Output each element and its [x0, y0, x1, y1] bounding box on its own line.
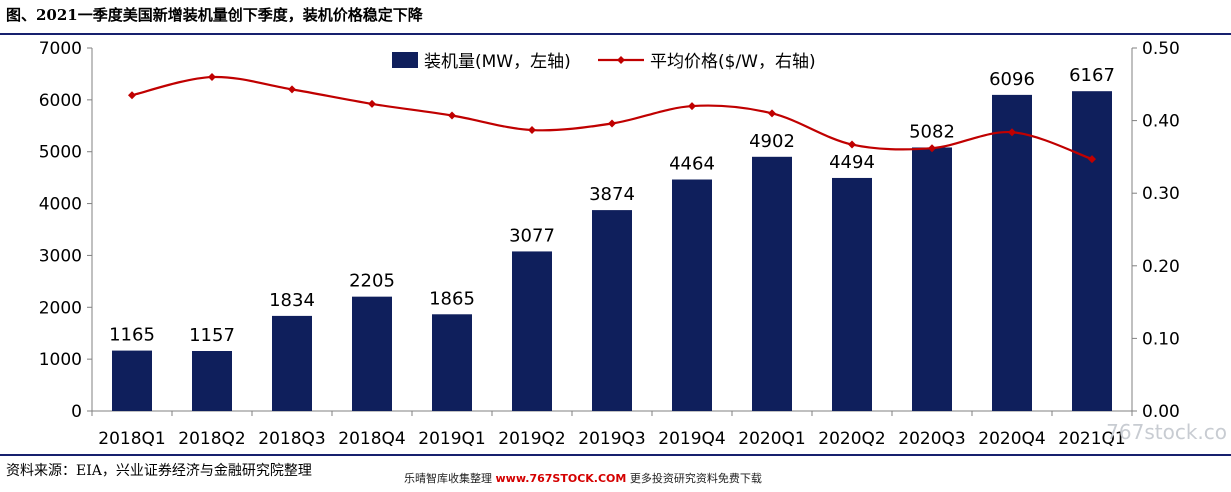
price-marker-2018Q2: [208, 73, 216, 82]
left-tick-label: 6000: [39, 91, 82, 111]
bar-2020Q3: [912, 147, 952, 411]
watermark-suffix: 更多投资研究资料免费下载: [629, 472, 762, 485]
right-tick-label: 0.40: [1142, 112, 1180, 132]
bar-2021Q1: [1072, 91, 1112, 412]
x-tick-label: 2019Q3: [578, 429, 645, 449]
right-tick-label: 0.50: [1142, 39, 1180, 59]
bar-value-label: 1165: [109, 325, 155, 346]
price-marker-2020Q3: [928, 144, 936, 153]
bar-2018Q2: [192, 351, 232, 411]
x-tick-label: 2018Q3: [258, 429, 325, 449]
labels-layer: 1165 1157 1834 2205 1865 3077 3874 4464 4902 4494…: [109, 65, 1115, 346]
x-tick-label: 2019Q1: [418, 429, 485, 449]
bar-2018Q3: [272, 315, 312, 411]
bar-2020Q4: [992, 94, 1032, 412]
left-tick-label: 1000: [39, 350, 82, 370]
right-tick-label: 0.00: [1142, 402, 1180, 422]
bar-value-label: 5082: [909, 121, 955, 142]
x-tick-label: 2020Q2: [818, 429, 885, 449]
bar-value-label: 1865: [429, 288, 475, 309]
legend-line-label: 平均价格($/W，右轴): [650, 52, 816, 72]
bar-value-label: 4902: [749, 131, 795, 152]
legend-line-marker: [617, 56, 625, 64]
bar-value-label: 3874: [589, 184, 635, 205]
bars-layer: [112, 91, 1112, 412]
bar-2019Q1: [432, 314, 472, 411]
x-tick-label: 2018Q2: [178, 429, 245, 449]
left-tick-label: 4000: [39, 195, 82, 215]
bar-value-label: 6167: [1069, 65, 1115, 86]
watermark-site: www.767STOCK.COM: [495, 472, 627, 485]
bar-value-label: 1157: [189, 325, 235, 346]
bar-2019Q3: [592, 210, 632, 411]
source-note: 资料来源：EIA，兴业证券经济与金融研究院整理: [6, 463, 312, 479]
price-marker-2020Q1: [768, 109, 776, 118]
right-tick-label: 0.10: [1142, 329, 1180, 349]
bar-2020Q2: [832, 177, 872, 411]
left-tick-label: 5000: [39, 143, 82, 163]
price-marker-2021Q1: [1088, 155, 1096, 164]
x-tick-label: 2020Q4: [978, 429, 1045, 449]
left-tick-label: 7000: [39, 39, 82, 59]
price-marker-2019Q2: [528, 126, 536, 135]
bar-value-label: 2205: [349, 271, 395, 292]
bar-2018Q4: [352, 296, 392, 411]
bar-value-label: 4464: [669, 154, 715, 175]
price-marker-2020Q4: [1008, 128, 1016, 137]
bar-2018Q1: [112, 350, 152, 411]
price-marker-2019Q4: [688, 102, 696, 111]
bar-2020Q1: [752, 156, 792, 411]
axes-layer: 0 1000 2000 3000 4000 5000 6000 7000 0.00 0.10 0.2…: [39, 39, 1180, 449]
watermark-prefix: 乐晴智库收集整理: [404, 472, 492, 485]
corner-watermark: 767stock.co: [1106, 420, 1227, 444]
left-tick-label: 2000: [39, 298, 82, 318]
x-tick-label: 2019Q2: [498, 429, 565, 449]
x-tick-label: 2019Q4: [658, 429, 725, 449]
price-marker-2018Q3: [288, 85, 296, 94]
price-marker-2018Q4: [368, 99, 376, 108]
price-marker-2018Q1: [128, 91, 136, 100]
right-tick-label: 0.30: [1142, 184, 1180, 204]
bar-2019Q2: [512, 251, 552, 411]
price-marker-2020Q2: [848, 140, 856, 149]
x-tick-label: 2020Q3: [898, 429, 965, 449]
x-tick-label: 2021Q1: [1058, 429, 1125, 449]
right-tick-label: 0.20: [1142, 257, 1180, 277]
title-divider: [0, 33, 1231, 35]
bar-value-label: 4494: [829, 152, 875, 173]
bar-value-label: 6096: [989, 69, 1035, 90]
bar-value-label: 3077: [509, 225, 555, 246]
left-tick-label: 3000: [39, 246, 82, 266]
x-tick-label: 2018Q1: [98, 429, 165, 449]
legend-bar-swatch: [392, 52, 418, 68]
legend: 装机量(MW，左轴) 平均价格($/W，右轴): [392, 52, 816, 72]
price-marker-2019Q3: [608, 119, 616, 128]
price-line-layer: [128, 73, 1096, 164]
x-tick-label: 2018Q4: [338, 429, 405, 449]
left-tick-label: 0: [71, 402, 82, 422]
figure-title: 图、2021一季度美国新增装机量创下季度，装机价格稳定下降: [6, 6, 423, 24]
legend-bar-label: 装机量(MW，左轴): [424, 52, 571, 72]
price-line: [131, 75, 1093, 161]
price-marker-2019Q1: [448, 111, 456, 120]
x-tick-label: 2020Q1: [738, 429, 805, 449]
watermark-banner: 乐晴智库收集整理 www.767STOCK.COM 更多投资研究资料免费下载: [404, 470, 762, 486]
bar-value-label: 1834: [269, 290, 315, 311]
bar-2019Q4: [672, 179, 712, 411]
source-divider: [0, 454, 1231, 456]
